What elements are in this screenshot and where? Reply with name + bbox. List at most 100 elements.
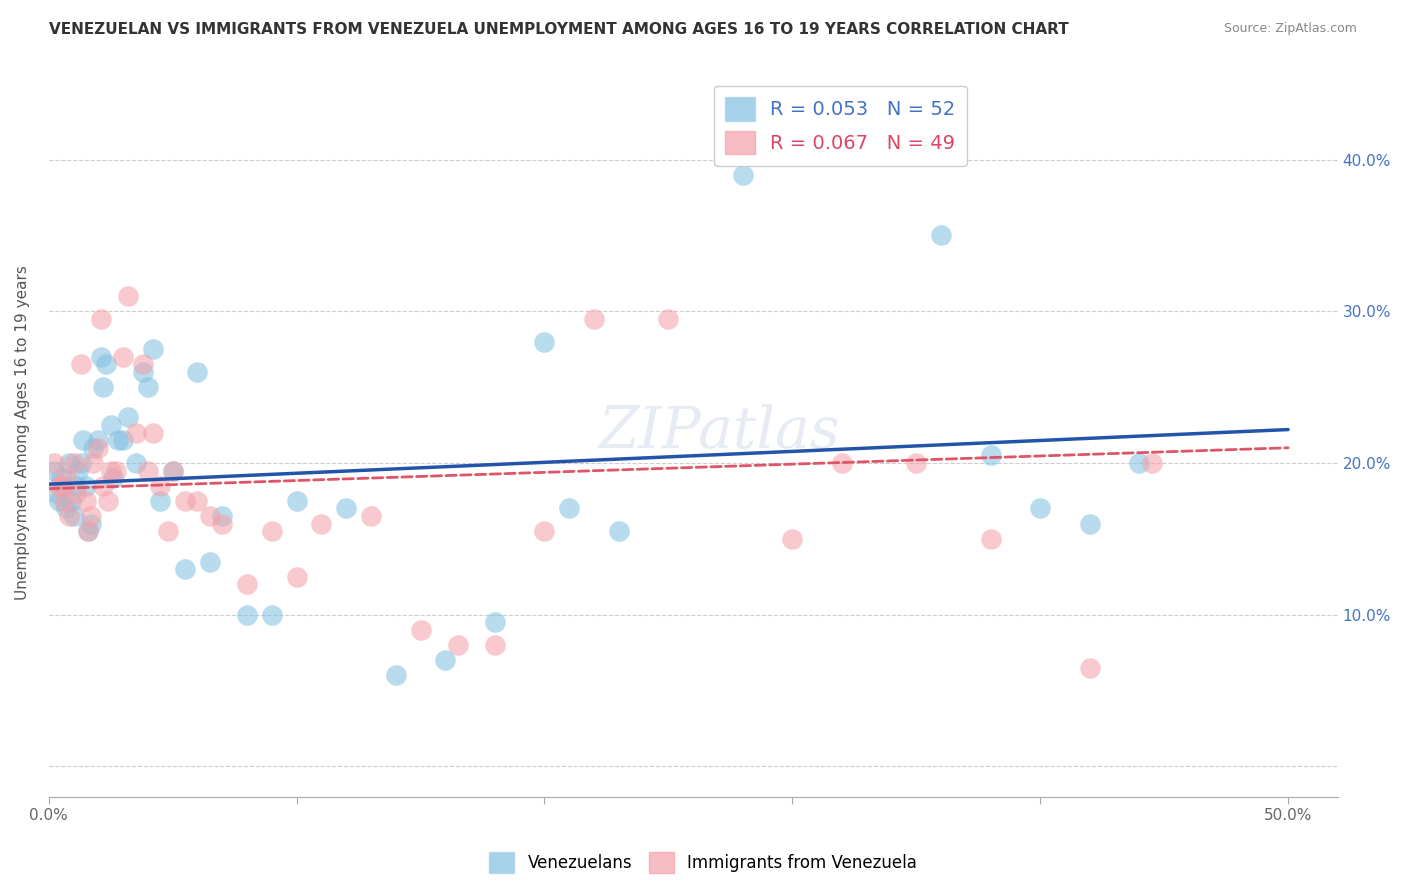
Point [174,494,197,508]
Text: ZIPatlas: ZIPatlas [598,404,839,461]
Point [198,555,221,569]
Point [91,380,114,394]
Point [91,478,114,492]
Point [186,494,208,508]
Point [409,623,432,637]
Point [48,494,70,508]
Point [77,524,100,539]
Point [70,357,93,371]
Point [260,607,283,622]
Point [236,607,259,622]
Point [82,441,104,455]
Point [67,463,90,477]
Point [905,456,928,470]
Point [97,494,120,508]
Point [236,577,259,591]
Point [583,311,606,326]
Point [1140,456,1163,470]
Point [87,433,110,447]
Point [149,494,172,508]
Point [980,448,1002,462]
Point [1029,501,1052,516]
Point [162,463,184,477]
Legend: R = 0.053   N = 52, R = 0.067   N = 49: R = 0.053 N = 52, R = 0.067 N = 49 [714,86,967,166]
Point [211,509,233,524]
Point [731,168,754,182]
Point [75,494,97,508]
Point [52,478,75,492]
Point [174,562,197,576]
Point [607,524,630,539]
Point [186,365,208,379]
Point [142,342,165,356]
Point [103,471,125,485]
Text: VENEZUELAN VS IMMIGRANTS FROM VENEZUELA UNEMPLOYMENT AMONG AGES 16 TO 19 YEARS C: VENEZUELAN VS IMMIGRANTS FROM VENEZUELA … [49,22,1069,37]
Point [434,653,457,667]
Point [132,357,155,371]
Point [533,524,555,539]
Point [285,494,308,508]
Point [929,228,952,243]
Point [77,524,100,539]
Point [831,456,853,470]
Point [311,516,333,531]
Point [52,494,75,508]
Point [132,365,155,379]
Point [782,532,804,546]
Point [65,478,87,492]
Point [484,615,506,630]
Point [447,638,470,652]
Y-axis label: Unemployment Among Ages 16 to 19 years: Unemployment Among Ages 16 to 19 years [15,265,30,600]
Point [104,463,127,477]
Point [112,433,135,447]
Point [58,509,80,524]
Legend: Venezuelans, Immigrants from Venezuela: Venezuelans, Immigrants from Venezuela [482,846,924,880]
Point [70,456,93,470]
Point [58,456,80,470]
Point [90,350,112,364]
Point [124,425,146,440]
Point [1078,661,1101,675]
Point [142,425,165,440]
Point [49,471,72,485]
Point [55,501,77,516]
Point [136,380,159,394]
Point [558,501,581,516]
Point [112,350,135,364]
Point [100,417,122,432]
Point [62,509,84,524]
Point [533,334,555,349]
Point [42,456,65,470]
Point [90,311,112,326]
Point [156,524,179,539]
Point [285,570,308,584]
Point [100,463,122,477]
Point [484,638,506,652]
Point [62,456,84,470]
Point [65,486,87,500]
Point [107,433,129,447]
Point [124,456,146,470]
Point [260,524,283,539]
Point [335,501,357,516]
Point [42,463,65,477]
Point [657,311,679,326]
Point [48,478,70,492]
Point [1128,456,1150,470]
Point [136,463,159,477]
Point [55,471,77,485]
Point [80,509,103,524]
Point [60,494,83,508]
Point [117,289,139,303]
Point [149,478,172,492]
Point [45,486,67,500]
Point [49,478,72,492]
Point [94,357,117,371]
Point [117,410,139,425]
Text: Source: ZipAtlas.com: Source: ZipAtlas.com [1223,22,1357,36]
Point [87,441,110,455]
Point [72,433,94,447]
Point [80,516,103,531]
Point [980,532,1002,546]
Point [82,456,104,470]
